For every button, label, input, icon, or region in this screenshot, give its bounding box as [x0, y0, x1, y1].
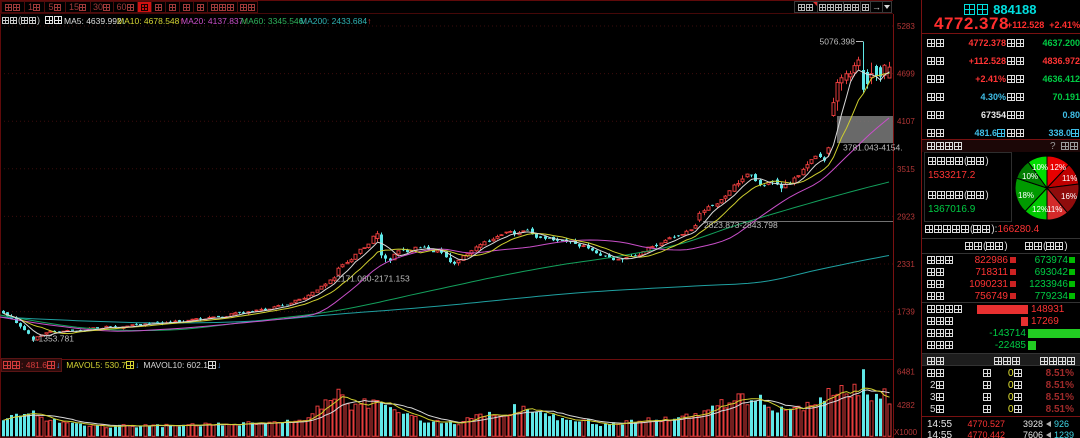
svg-text:2923: 2923	[897, 212, 915, 221]
svg-text:2823.873-2843.798: 2823.873-2843.798	[704, 220, 778, 230]
svg-text:2171.060-2171.153: 2171.060-2171.153	[336, 274, 410, 284]
svg-text:X1000: X1000	[894, 428, 918, 437]
svg-text:4282: 4282	[897, 401, 915, 410]
svg-text:4699: 4699	[897, 70, 915, 79]
svg-text:3781.043-4154.: 3781.043-4154.	[843, 143, 903, 153]
svg-text:6481: 6481	[897, 368, 915, 377]
svg-text:4107: 4107	[897, 117, 915, 126]
svg-text:3515: 3515	[897, 165, 915, 174]
svg-text:1739: 1739	[897, 308, 915, 317]
svg-text:5076.398: 5076.398	[820, 37, 856, 47]
svg-text:←1353.781: ←1353.781	[30, 334, 74, 344]
svg-text:5283: 5283	[897, 22, 915, 31]
svg-text:2331: 2331	[897, 260, 915, 269]
